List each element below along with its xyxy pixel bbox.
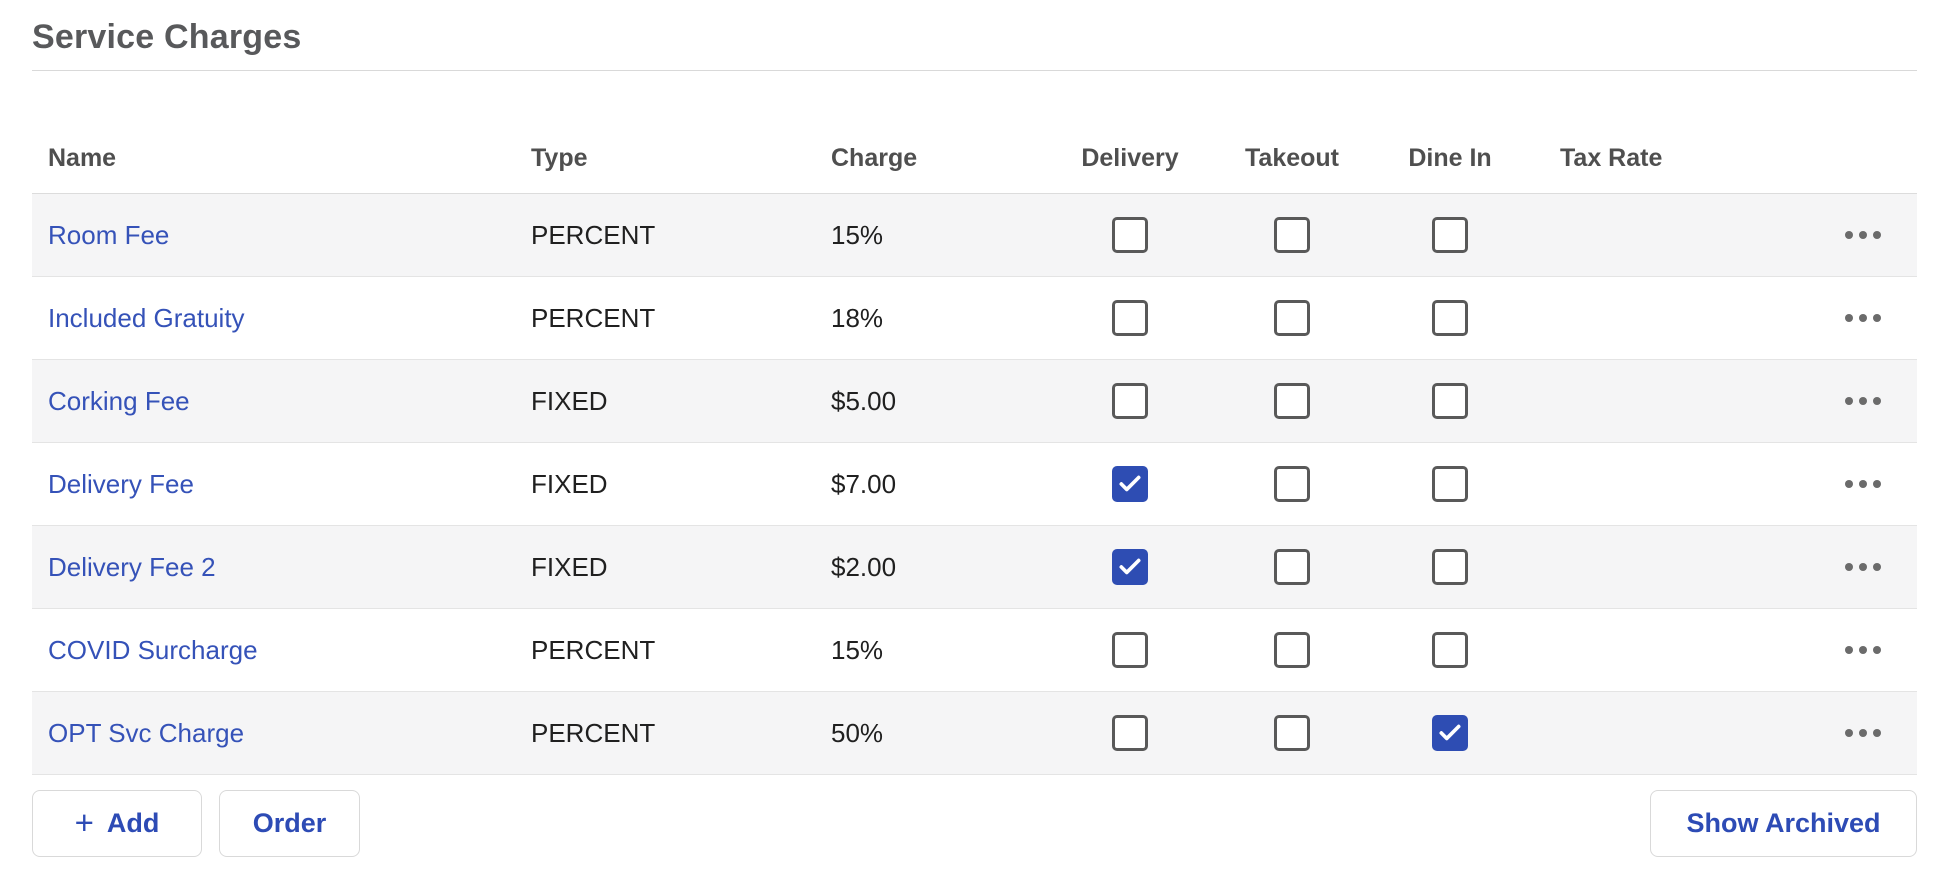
column-header-dinein: Dine In [1408, 143, 1492, 172]
checkmark-icon [1119, 558, 1141, 575]
delivery-checkbox[interactable] [1112, 549, 1148, 585]
dinein-checkbox[interactable] [1432, 383, 1468, 419]
takeout-checkbox[interactable] [1274, 383, 1310, 419]
page-title: Service Charges [32, 18, 302, 56]
charge-type-cell: FIXED [531, 551, 608, 582]
table-row: Delivery Fee 2 FIXED $2.00 [32, 526, 1917, 609]
add-button-label: Add [106, 808, 160, 838]
takeout-checkbox[interactable] [1274, 217, 1310, 253]
charge-name-link[interactable]: COVID Surcharge [48, 634, 258, 665]
dinein-checkbox[interactable] [1432, 549, 1468, 585]
service-charges-table: Name Type Charge Delivery Takeout Dine I… [32, 123, 1917, 775]
charge-amount-cell: $5.00 [831, 385, 897, 416]
ellipsis-icon[interactable] [1845, 391, 1881, 411]
delivery-checkbox[interactable] [1112, 466, 1148, 502]
charge-type-cell: FIXED [531, 385, 608, 416]
column-header-charge: Charge [831, 143, 918, 172]
delivery-checkbox[interactable] [1112, 217, 1148, 253]
delivery-checkbox[interactable] [1112, 715, 1148, 751]
service-charges-page: Service Charges Name Type Charge Deliver… [32, 18, 1917, 857]
charge-amount-cell: 18% [831, 302, 884, 333]
column-header-name: Name [48, 143, 117, 172]
charge-amount-cell: 50% [831, 717, 884, 748]
charge-name-link[interactable]: OPT Svc Charge [48, 717, 245, 748]
table-footer: + Add Order Show Archived [32, 790, 1917, 857]
charge-type-cell: PERCENT [531, 634, 656, 665]
charge-type-cell: FIXED [531, 468, 608, 499]
charge-amount-cell: 15% [831, 634, 884, 665]
charge-name-link[interactable]: Room Fee [48, 219, 170, 250]
charge-amount-cell: $7.00 [831, 468, 897, 499]
ellipsis-icon[interactable] [1845, 723, 1881, 743]
ellipsis-icon[interactable] [1845, 557, 1881, 577]
dinein-checkbox[interactable] [1432, 300, 1468, 336]
charge-name-link[interactable]: Included Gratuity [48, 302, 245, 333]
table-row: OPT Svc Charge PERCENT 50% [32, 692, 1917, 775]
table-header-row: Name Type Charge Delivery Takeout Dine I… [32, 123, 1917, 193]
plus-icon: + [74, 803, 94, 841]
charge-type-cell: PERCENT [531, 219, 656, 250]
delivery-checkbox[interactable] [1112, 300, 1148, 336]
table-row: Delivery Fee FIXED $7.00 [32, 443, 1917, 526]
ellipsis-icon[interactable] [1845, 225, 1881, 245]
charge-name-link[interactable]: Delivery Fee 2 [48, 551, 216, 582]
column-header-type: Type [531, 143, 588, 172]
ellipsis-icon[interactable] [1845, 308, 1881, 328]
dinein-checkbox[interactable] [1432, 632, 1468, 668]
add-button[interactable]: + Add [32, 790, 202, 857]
title-divider [32, 70, 1917, 71]
delivery-checkbox[interactable] [1112, 632, 1148, 668]
dinein-checkbox[interactable] [1432, 466, 1468, 502]
ellipsis-icon[interactable] [1845, 640, 1881, 660]
order-button[interactable]: Order [219, 790, 360, 857]
table-row: Corking Fee FIXED $5.00 [32, 360, 1917, 443]
takeout-checkbox[interactable] [1274, 300, 1310, 336]
charge-amount-cell: $2.00 [831, 551, 897, 582]
table-body: Room Fee PERCENT 15% [32, 193, 1917, 775]
takeout-checkbox[interactable] [1274, 632, 1310, 668]
takeout-checkbox[interactable] [1274, 715, 1310, 751]
delivery-checkbox[interactable] [1112, 383, 1148, 419]
charge-type-cell: PERCENT [531, 302, 656, 333]
show-archived-button[interactable]: Show Archived [1650, 790, 1917, 857]
ellipsis-icon[interactable] [1845, 474, 1881, 494]
charge-name-link[interactable]: Delivery Fee [48, 468, 194, 499]
charge-amount-cell: 15% [831, 219, 884, 250]
dinein-checkbox[interactable] [1432, 715, 1468, 751]
dinein-checkbox[interactable] [1432, 217, 1468, 253]
checkmark-icon [1439, 724, 1461, 741]
table-row: COVID Surcharge PERCENT 15% [32, 609, 1917, 692]
column-header-delivery: Delivery [1081, 143, 1179, 172]
table-row: Included Gratuity PERCENT 18% [32, 277, 1917, 360]
takeout-checkbox[interactable] [1274, 549, 1310, 585]
checkmark-icon [1119, 475, 1141, 492]
charge-type-cell: PERCENT [531, 717, 656, 748]
column-header-taxrate: Tax Rate [1560, 143, 1663, 172]
column-header-takeout: Takeout [1245, 143, 1339, 172]
table-row: Room Fee PERCENT 15% [32, 194, 1917, 277]
charge-name-link[interactable]: Corking Fee [48, 385, 190, 416]
takeout-checkbox[interactable] [1274, 466, 1310, 502]
